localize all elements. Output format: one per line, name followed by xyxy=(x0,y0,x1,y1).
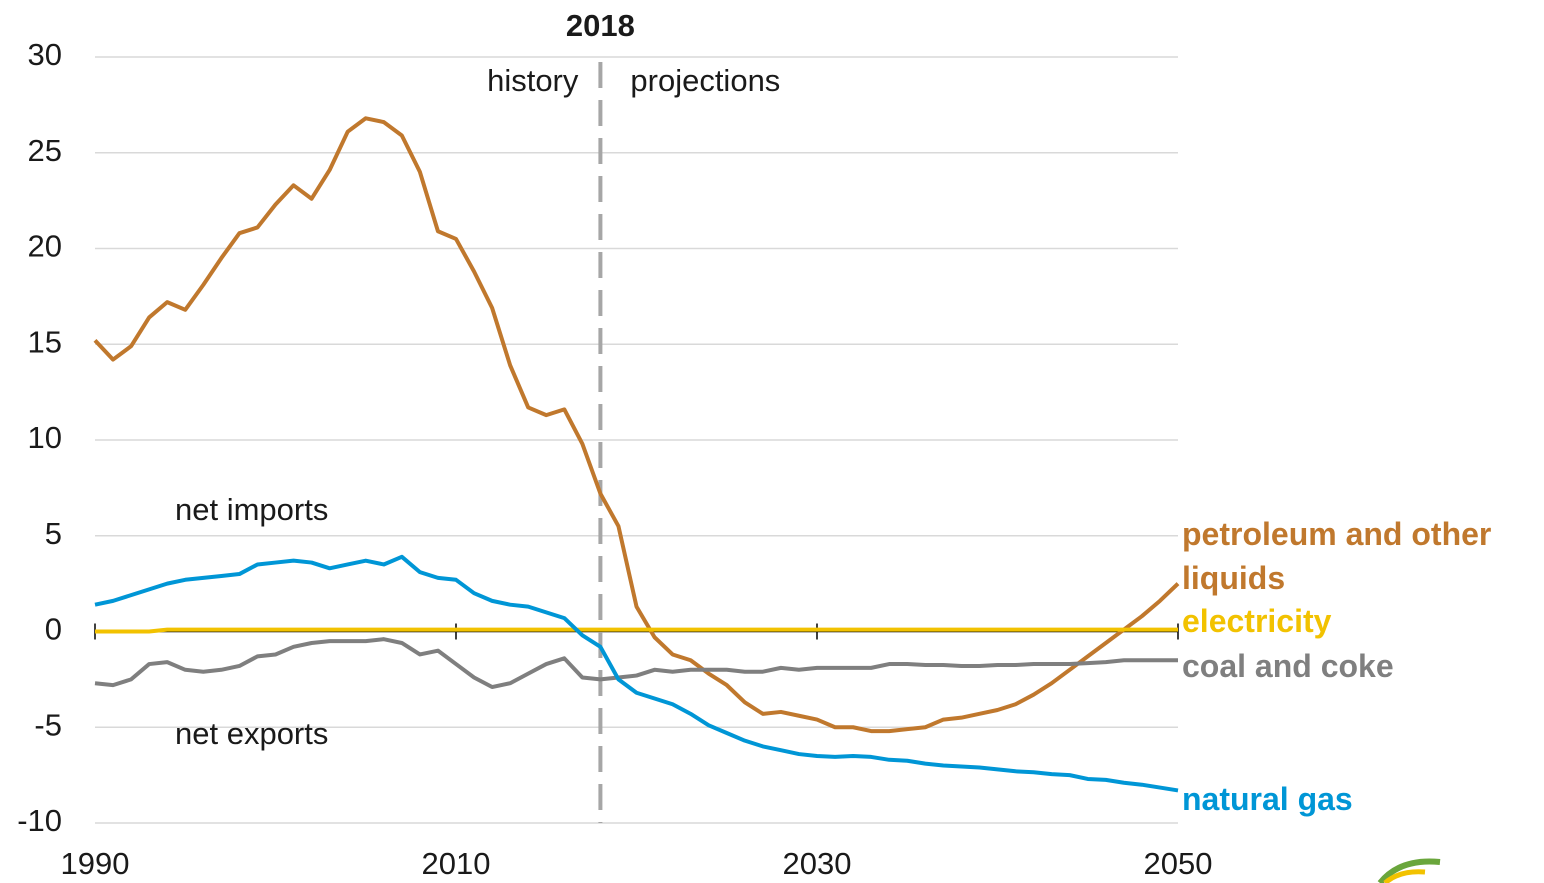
y-tick-label: 15 xyxy=(28,324,62,359)
annotation: net exports xyxy=(175,716,328,751)
x-tick-label: 1990 xyxy=(61,846,130,881)
y-tick-label: 30 xyxy=(28,37,62,72)
series-line xyxy=(95,627,1178,634)
x-tick-label: 2030 xyxy=(783,846,852,881)
y-tick-label: -5 xyxy=(34,707,62,742)
series-line xyxy=(94,554,1179,793)
y-tick-label: 10 xyxy=(28,420,62,455)
series-line xyxy=(94,637,1178,690)
series-label: natural gas xyxy=(1182,781,1353,817)
y-tick-label: 20 xyxy=(28,229,62,264)
y-tick-label: 25 xyxy=(28,133,62,168)
y-tick-label: 5 xyxy=(45,516,62,551)
y-tick-label: 0 xyxy=(45,612,62,647)
annotation: history xyxy=(487,63,579,98)
y-tick-label: -10 xyxy=(17,803,62,838)
series-label: coal and coke xyxy=(1182,648,1394,684)
x-tick-label: 2010 xyxy=(422,846,491,881)
series-label: petroleum and other liquids xyxy=(1182,516,1492,596)
series-label: electricity xyxy=(1182,603,1332,639)
x-tick-label: 2050 xyxy=(1144,846,1213,881)
annotation: net imports xyxy=(175,492,328,527)
logo xyxy=(1383,869,1426,883)
divider-label: 2018 xyxy=(566,8,635,43)
logo xyxy=(1377,858,1441,883)
annotation: projections xyxy=(630,63,780,98)
series-line xyxy=(93,116,1180,734)
